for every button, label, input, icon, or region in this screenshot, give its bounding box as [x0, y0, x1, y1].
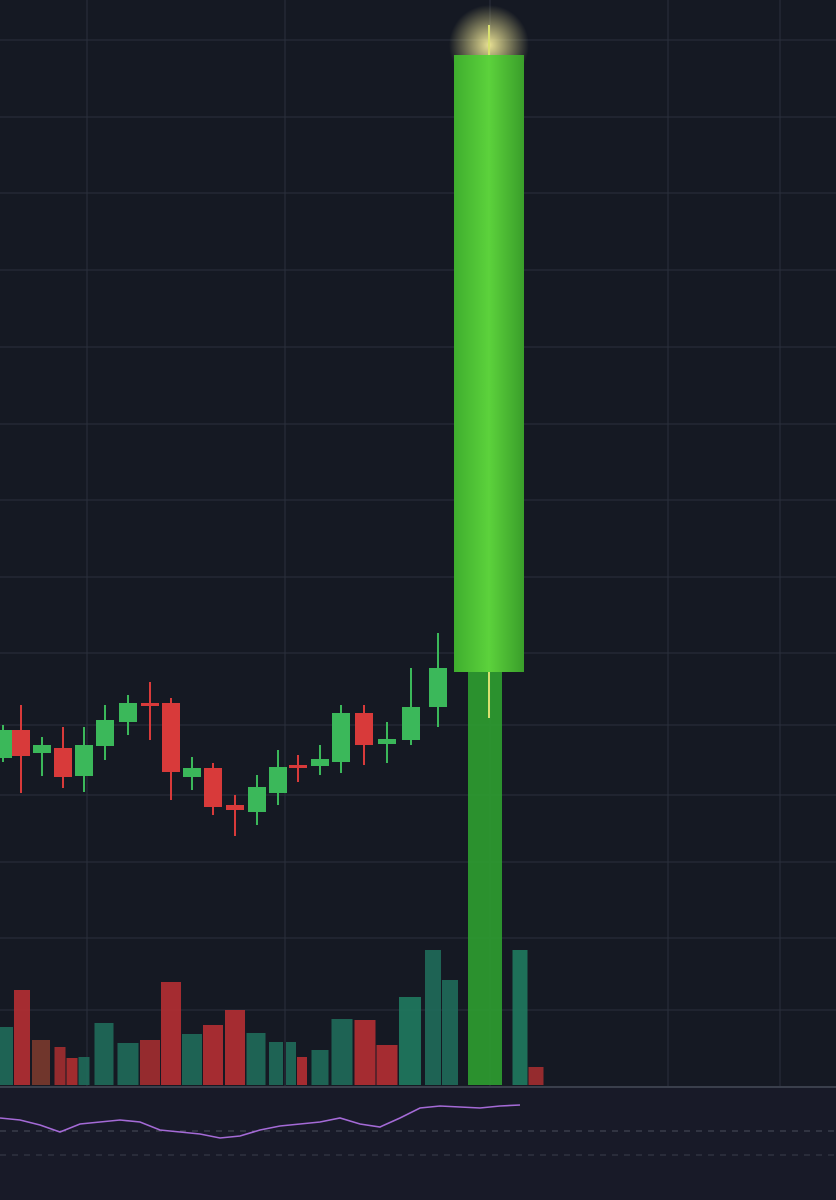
- candle-body: [0, 730, 12, 758]
- volume-bar: [182, 1034, 202, 1085]
- volume-bar: [376, 1045, 398, 1085]
- candle-body: [183, 768, 201, 777]
- volume-bar: [354, 1020, 376, 1085]
- volume-bar: [54, 1047, 66, 1085]
- candle-body: [119, 703, 137, 722]
- volume-bar: [311, 1050, 329, 1085]
- volume-layer: [0, 672, 544, 1085]
- volume-bar: [203, 1025, 223, 1085]
- indicator-line: [0, 1104, 521, 1139]
- volume-bar: [246, 1033, 266, 1085]
- candle-body: [378, 739, 396, 744]
- volume-bar: [399, 997, 421, 1085]
- volume-bar: [269, 1042, 283, 1085]
- candle-body: [289, 765, 307, 768]
- candle-body: [33, 745, 51, 753]
- volume-bar: [66, 1058, 78, 1085]
- candle-body: [141, 703, 159, 706]
- indicator-panel: [0, 1088, 836, 1200]
- volume-bar: [78, 1057, 90, 1085]
- candle-body: [226, 805, 244, 810]
- candle-body: [12, 730, 30, 756]
- volume-bar: [442, 980, 458, 1085]
- candle-body: [269, 767, 287, 793]
- candle-body: [54, 748, 72, 777]
- indicator-layer: [0, 1104, 521, 1139]
- volume-bar: [286, 1042, 296, 1085]
- volume-bar: [0, 1027, 13, 1085]
- candle-body: [75, 745, 93, 776]
- volume-bar: [528, 1067, 544, 1085]
- volume-bar: [14, 990, 30, 1085]
- volume-bar: [117, 1043, 139, 1085]
- volume-bar: [297, 1057, 307, 1085]
- candle-body: [96, 720, 114, 746]
- volume-bar: [331, 1019, 353, 1085]
- candle-body: [248, 787, 266, 812]
- candle-body: [311, 759, 329, 766]
- candle-body: [355, 713, 373, 745]
- candle-body: [162, 703, 180, 772]
- volume-bar: [32, 1040, 50, 1085]
- candle-body: [402, 707, 420, 740]
- candle-layer: [0, 5, 529, 836]
- candle-body: [332, 713, 350, 762]
- volume-bar: [512, 950, 528, 1085]
- candle-body: [454, 55, 524, 672]
- volume-bar: [94, 1023, 114, 1085]
- volume-bar: [161, 982, 181, 1085]
- volume-bar: [425, 950, 441, 1085]
- candle-body: [204, 768, 222, 807]
- volume-bar: [225, 1010, 245, 1085]
- volume-bar: [140, 1040, 160, 1085]
- candle-body: [429, 668, 447, 707]
- volume-bar: [468, 672, 502, 1085]
